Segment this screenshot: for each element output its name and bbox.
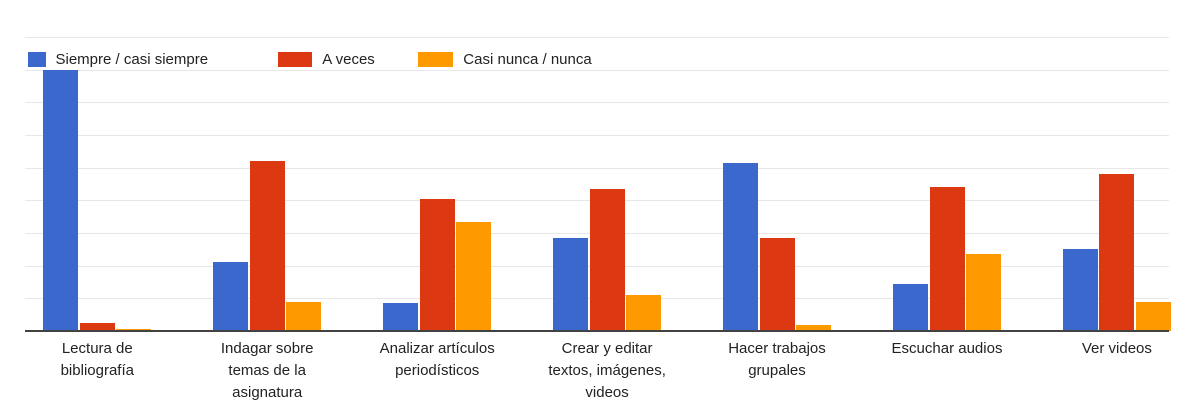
category-label: Lectura de bibliografía: [60, 340, 134, 379]
bar[interactable]: [383, 303, 419, 331]
gridline: [25, 167, 1169, 169]
bar[interactable]: [626, 295, 662, 331]
legend-swatch-casi-nunca: [418, 52, 454, 67]
category-label: Analizar artículos periodísticos: [379, 340, 495, 379]
category-label: Indagar sobre temas de la asignatura: [220, 340, 314, 401]
legend-label-siempre: Siempre / casi siempre: [55, 51, 209, 68]
legend-swatch-a-veces: [277, 52, 313, 67]
bar[interactable]: [759, 237, 795, 331]
category-label: Crear y editar textos, imágenes, videos: [548, 340, 666, 401]
legend: Siempre / casi siempre A veces Casi nunc…: [0, 0, 1190, 70]
gridline: [25, 135, 1169, 136]
bar[interactable]: [249, 161, 285, 331]
gridline: [25, 102, 1169, 104]
bar[interactable]: [966, 254, 1001, 331]
bar[interactable]: [419, 198, 455, 331]
bar[interactable]: [79, 322, 115, 331]
gridline: [25, 69, 1169, 71]
bar[interactable]: [1099, 174, 1135, 331]
bar[interactable]: [893, 283, 928, 331]
gridline: [25, 37, 1169, 38]
legend-label-a-veces: A veces: [322, 51, 375, 68]
bar[interactable]: [589, 188, 625, 331]
bar[interactable]: [1062, 249, 1098, 331]
legend-swatch-siempre: [28, 52, 46, 67]
bar[interactable]: [796, 324, 831, 331]
bar[interactable]: [723, 162, 758, 331]
category-label: Ver videos: [1081, 340, 1152, 357]
bar[interactable]: [456, 221, 492, 331]
x-axis-line: [25, 330, 1169, 332]
category-label: Escuchar audios: [891, 340, 1003, 357]
legend-label-casi-nunca: Casi nunca / nunca: [463, 51, 592, 68]
bar[interactable]: [553, 237, 589, 331]
category-label: Hacer trabajos grupales: [728, 340, 826, 379]
bar[interactable]: [286, 301, 322, 331]
bar[interactable]: [43, 69, 79, 331]
bar[interactable]: [213, 262, 249, 331]
bar[interactable]: [929, 187, 965, 331]
bar[interactable]: [1135, 301, 1171, 331]
